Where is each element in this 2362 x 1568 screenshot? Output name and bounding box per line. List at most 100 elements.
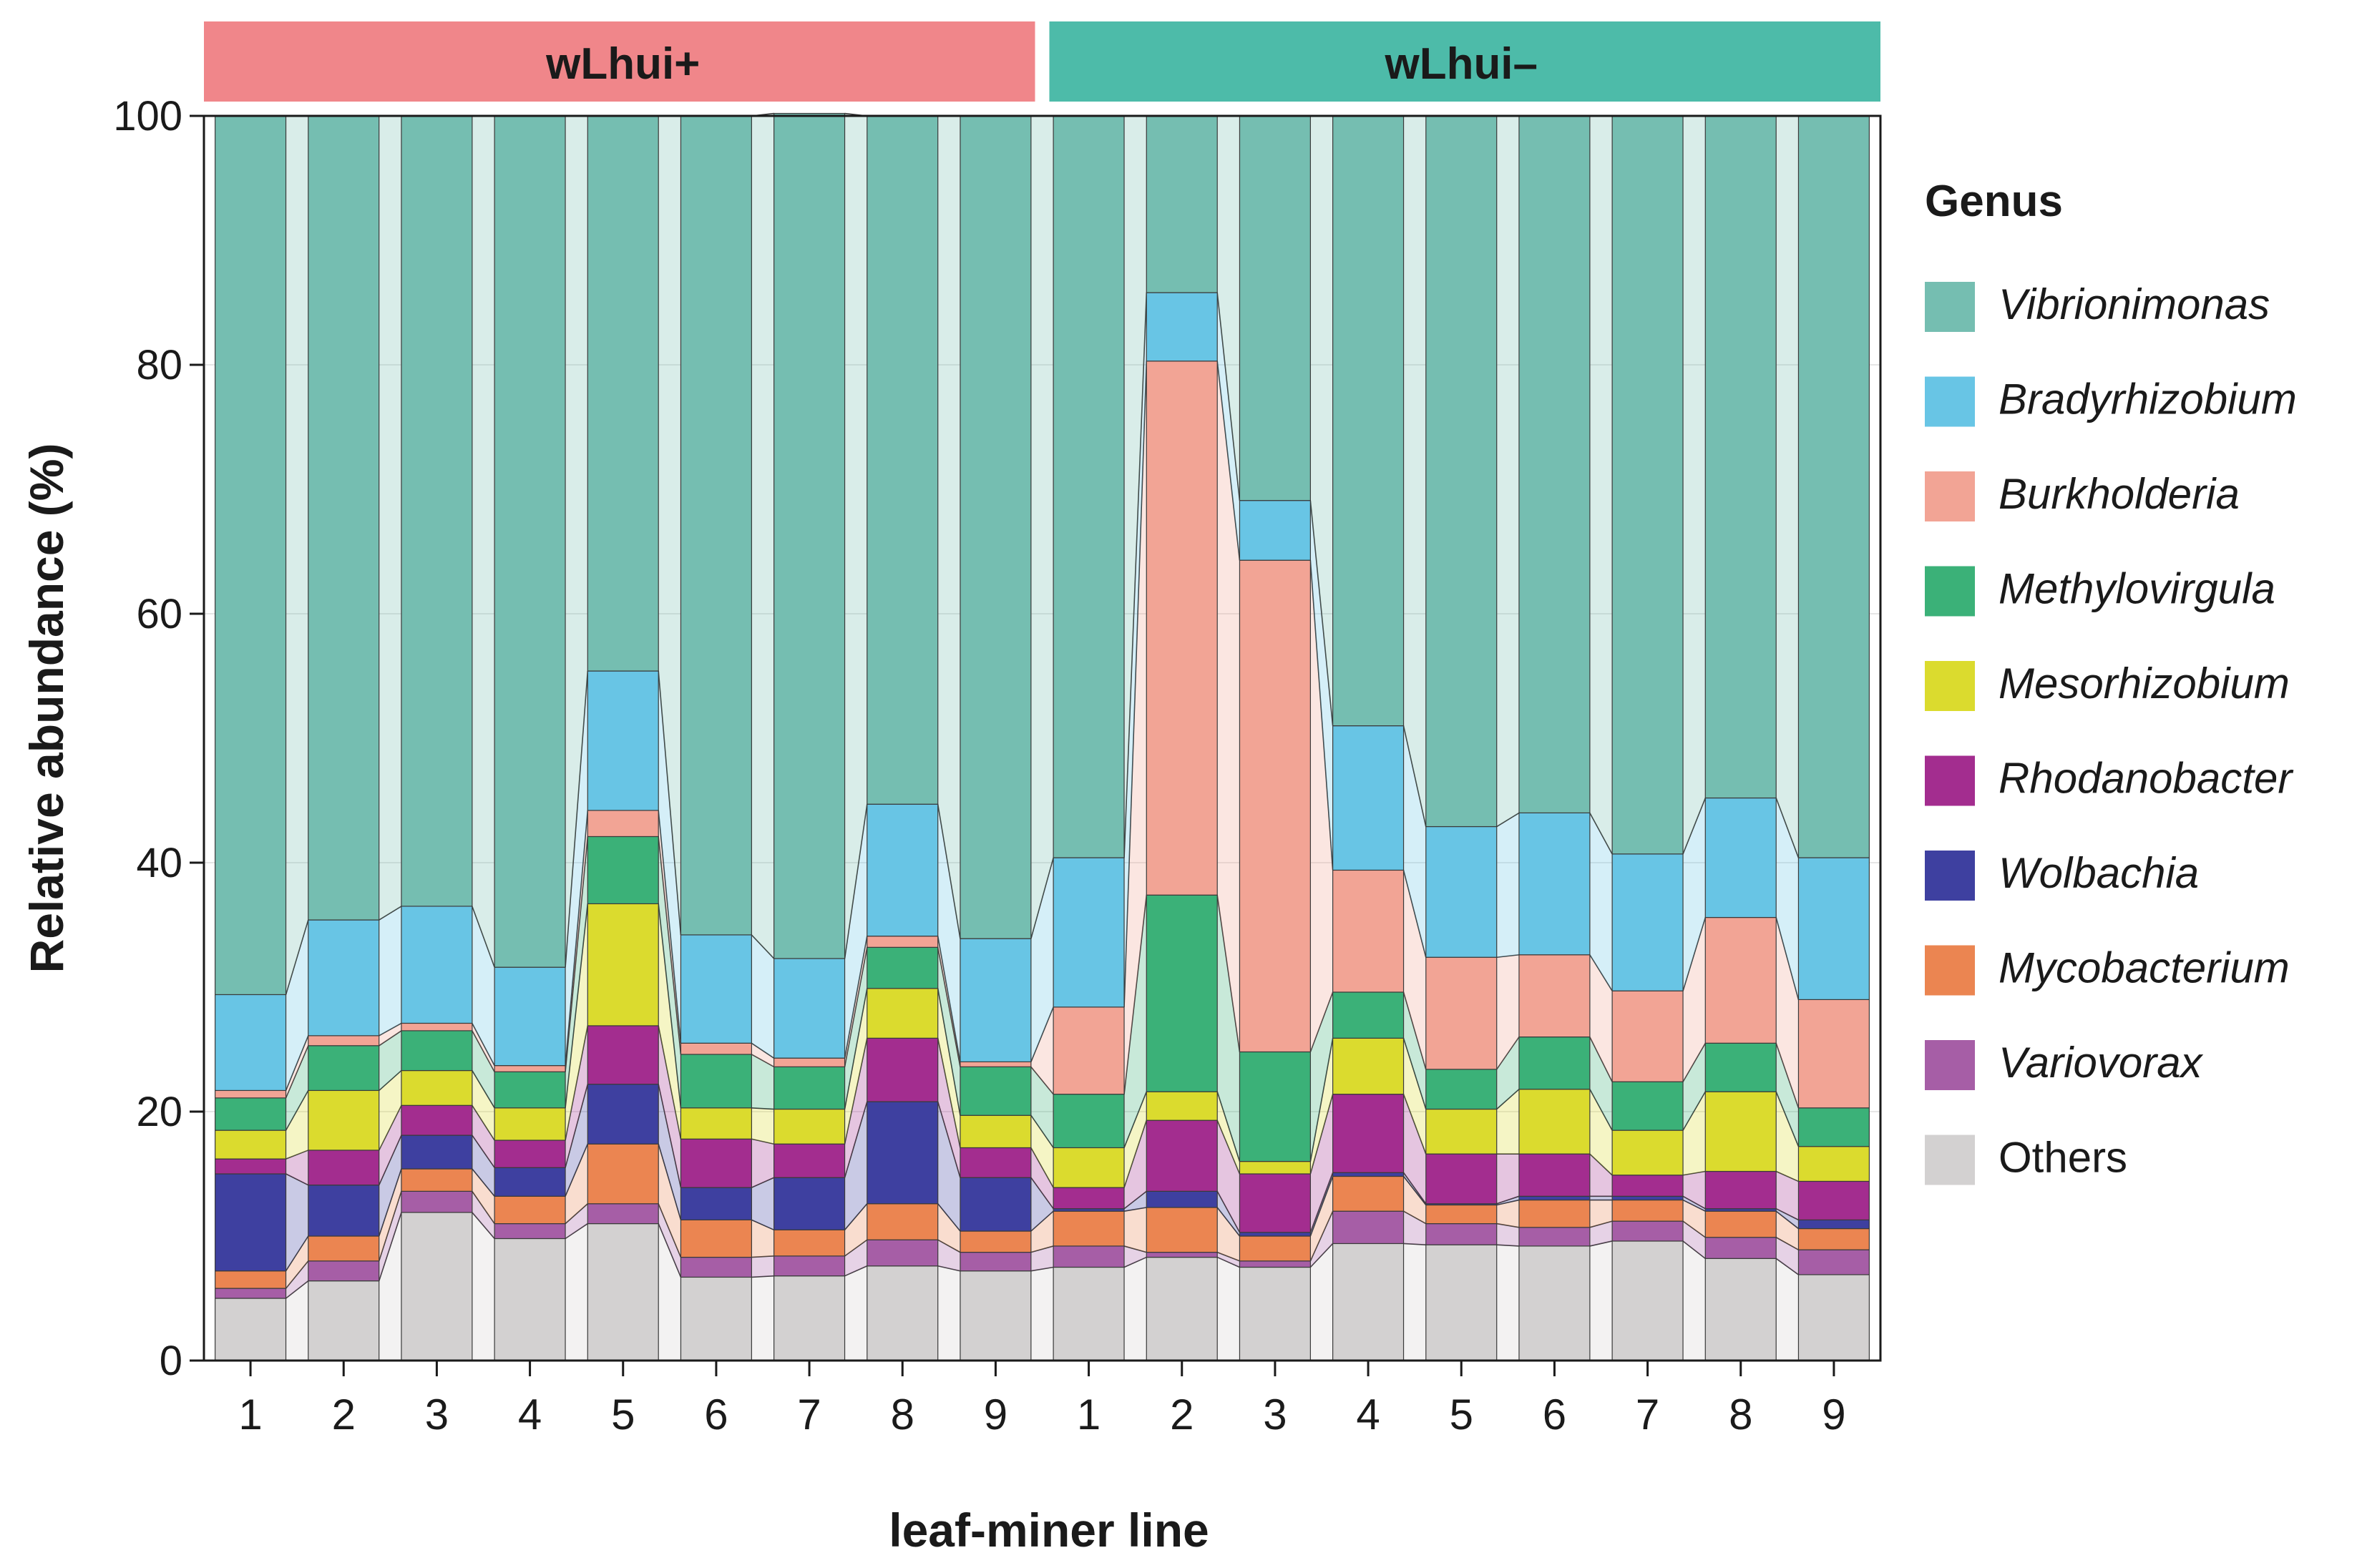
y-tick-label: 100 <box>113 93 182 139</box>
bar-segment-others <box>680 1276 752 1361</box>
bar-segment-vibrionimonas <box>960 115 1032 939</box>
bar-segment-burkholderia <box>1425 956 1498 1070</box>
flow-ribbon-mesorhizobium <box>1124 1092 1147 1188</box>
bar-segment-burkholderia <box>773 1057 846 1067</box>
flow-ribbon-others <box>286 1280 308 1361</box>
flow-ribbon-bradyrhizobium <box>472 906 495 1066</box>
legend-title: Genus <box>1925 177 2063 226</box>
bar-segment-rhodanobacter <box>1053 1187 1125 1210</box>
bar-segment-mycobacterium <box>1797 1228 1870 1250</box>
flow-ribbon-bradyrhizobium <box>937 804 960 1062</box>
flow-boundary-line <box>1589 1240 1613 1247</box>
flow-boundary-line <box>1309 500 1334 726</box>
bar-segment-mesorhizobium <box>1704 1091 1777 1172</box>
flow-boundary-line <box>937 1038 961 1148</box>
flow-ribbon-variovorax <box>1589 1221 1613 1246</box>
legend-label: Rhodanobacter <box>1999 755 2293 803</box>
x-tick-label: 4 <box>518 1391 542 1439</box>
bar-segment-methylovirgula <box>1146 894 1218 1092</box>
flow-ribbon-burkholderia <box>1030 1006 1054 1094</box>
flow-ribbon-rhodanobacter <box>1124 1120 1147 1209</box>
flow-ribbon-variovorax <box>1683 1221 1706 1259</box>
legend-swatch <box>1925 471 1975 521</box>
bar-segment-vibrionimonas <box>1611 115 1684 855</box>
flow-boundary-line <box>1309 1094 1334 1175</box>
flow-ribbon-mycobacterium <box>658 1144 681 1258</box>
flow-ribbon-mycobacterium <box>1030 1211 1054 1253</box>
bar-segment-wolbachia <box>960 1177 1032 1232</box>
bar-segment-rhodanobacter <box>308 1150 380 1186</box>
bar-segment-mesorhizobium <box>1797 1146 1870 1182</box>
bar-segment-burkholderia <box>1053 1006 1125 1095</box>
flow-ribbon-others <box>379 1212 401 1361</box>
bar-segment-others <box>587 1222 659 1361</box>
bar-segment-others <box>1611 1240 1684 1361</box>
bar-segment-variovorax <box>494 1222 566 1240</box>
x-tick-label: 3 <box>425 1391 449 1439</box>
bar-segment-mycobacterium <box>1239 1235 1311 1262</box>
bar-segment-variovorax <box>680 1256 752 1278</box>
bar-segment-wolbachia <box>1611 1195 1684 1201</box>
flow-boundary-line <box>844 1265 868 1277</box>
flow-boundary-line <box>658 1025 682 1140</box>
flow-boundary-line <box>1309 1243 1334 1268</box>
flow-boundary-line <box>472 1104 495 1141</box>
bar-segment-others <box>867 1265 939 1361</box>
flow-boundary-line <box>937 947 961 1067</box>
flow-ribbon-methylovirgula <box>1683 1043 1706 1131</box>
bar-segment-variovorax <box>1425 1222 1498 1245</box>
bar-segment-bradyrhizobium <box>1146 292 1218 362</box>
bar-segment-wolbachia <box>401 1135 473 1170</box>
flow-boundary-line <box>658 1144 682 1220</box>
bar-segment-rhodanobacter <box>1518 1153 1591 1197</box>
bar-segment-burkholderia <box>1611 990 1684 1082</box>
x-tick-label: 5 <box>1450 1391 1473 1439</box>
bar-segment-bradyrhizobium <box>773 958 846 1059</box>
flow-boundary-line <box>285 1045 309 1099</box>
flow-boundary-line <box>1309 1038 1334 1162</box>
flow-boundary-line <box>937 936 961 1062</box>
bar-segment-methylovirgula <box>1704 1042 1777 1092</box>
flow-ribbon-others <box>1217 1257 1240 1361</box>
flow-boundary-line <box>1216 1207 1241 1237</box>
bar-segment-bradyrhizobium <box>1332 725 1405 871</box>
flow-ribbon-variovorax <box>1030 1245 1054 1271</box>
flow-ribbon-rhodanobacter <box>658 1025 681 1188</box>
flow-ribbon-mesorhizobium <box>751 1107 774 1145</box>
flow-boundary-line <box>285 1235 309 1272</box>
flow-boundary-line <box>565 1084 589 1168</box>
flow-boundary-line <box>1123 293 1148 858</box>
bar-segment-methylovirgula <box>1611 1081 1684 1131</box>
flow-ribbon-variovorax <box>658 1203 681 1278</box>
flow-ribbon-rhodanobacter <box>1776 1171 1799 1220</box>
plot-frame <box>202 114 1882 1362</box>
flow-boundary-line <box>1123 1245 1147 1253</box>
bar-segment-bradyrhizobium <box>494 966 566 1067</box>
flow-boundary-line <box>1496 1244 1519 1247</box>
bar-segment-bradyrhizobium <box>587 670 659 811</box>
flow-ribbon-others <box>1496 1245 1519 1361</box>
flow-boundary-line <box>285 1035 309 1091</box>
flow-ribbon-mycobacterium <box>1589 1200 1613 1228</box>
flow-ribbon-variovorax <box>844 1240 867 1276</box>
flow-boundary-line <box>1216 1119 1241 1175</box>
flow-boundary-line <box>751 1255 774 1258</box>
bar-segment-vibrionimonas <box>1239 115 1311 501</box>
bar-segment-bradyrhizobium <box>867 803 939 937</box>
flow-ribbon-vibrionimonas <box>1310 116 1333 726</box>
flow-boundary-line <box>1030 1147 1054 1188</box>
bar-segment-variovorax <box>1239 1260 1311 1268</box>
flow-boundary-line <box>565 1222 588 1240</box>
bar-segment-bradyrhizobium <box>1797 857 1870 1001</box>
flow-ribbon-rhodanobacter <box>379 1105 401 1185</box>
x-tick-label: 9 <box>984 1391 1007 1439</box>
flow-ribbon-others <box>565 1223 588 1361</box>
flow-boundary-line <box>565 1203 588 1225</box>
bar-segment-mesorhizobium <box>1053 1147 1125 1188</box>
y-tick-label: 0 <box>160 1338 182 1384</box>
flow-boundary-line <box>285 1090 309 1131</box>
flow-boundary-line <box>1309 1176 1334 1237</box>
flow-ribbon-vibrionimonas <box>937 116 960 939</box>
legend-label: Variovorax <box>1999 1039 2204 1087</box>
flow-ribbon-methylovirgula <box>751 1054 774 1109</box>
